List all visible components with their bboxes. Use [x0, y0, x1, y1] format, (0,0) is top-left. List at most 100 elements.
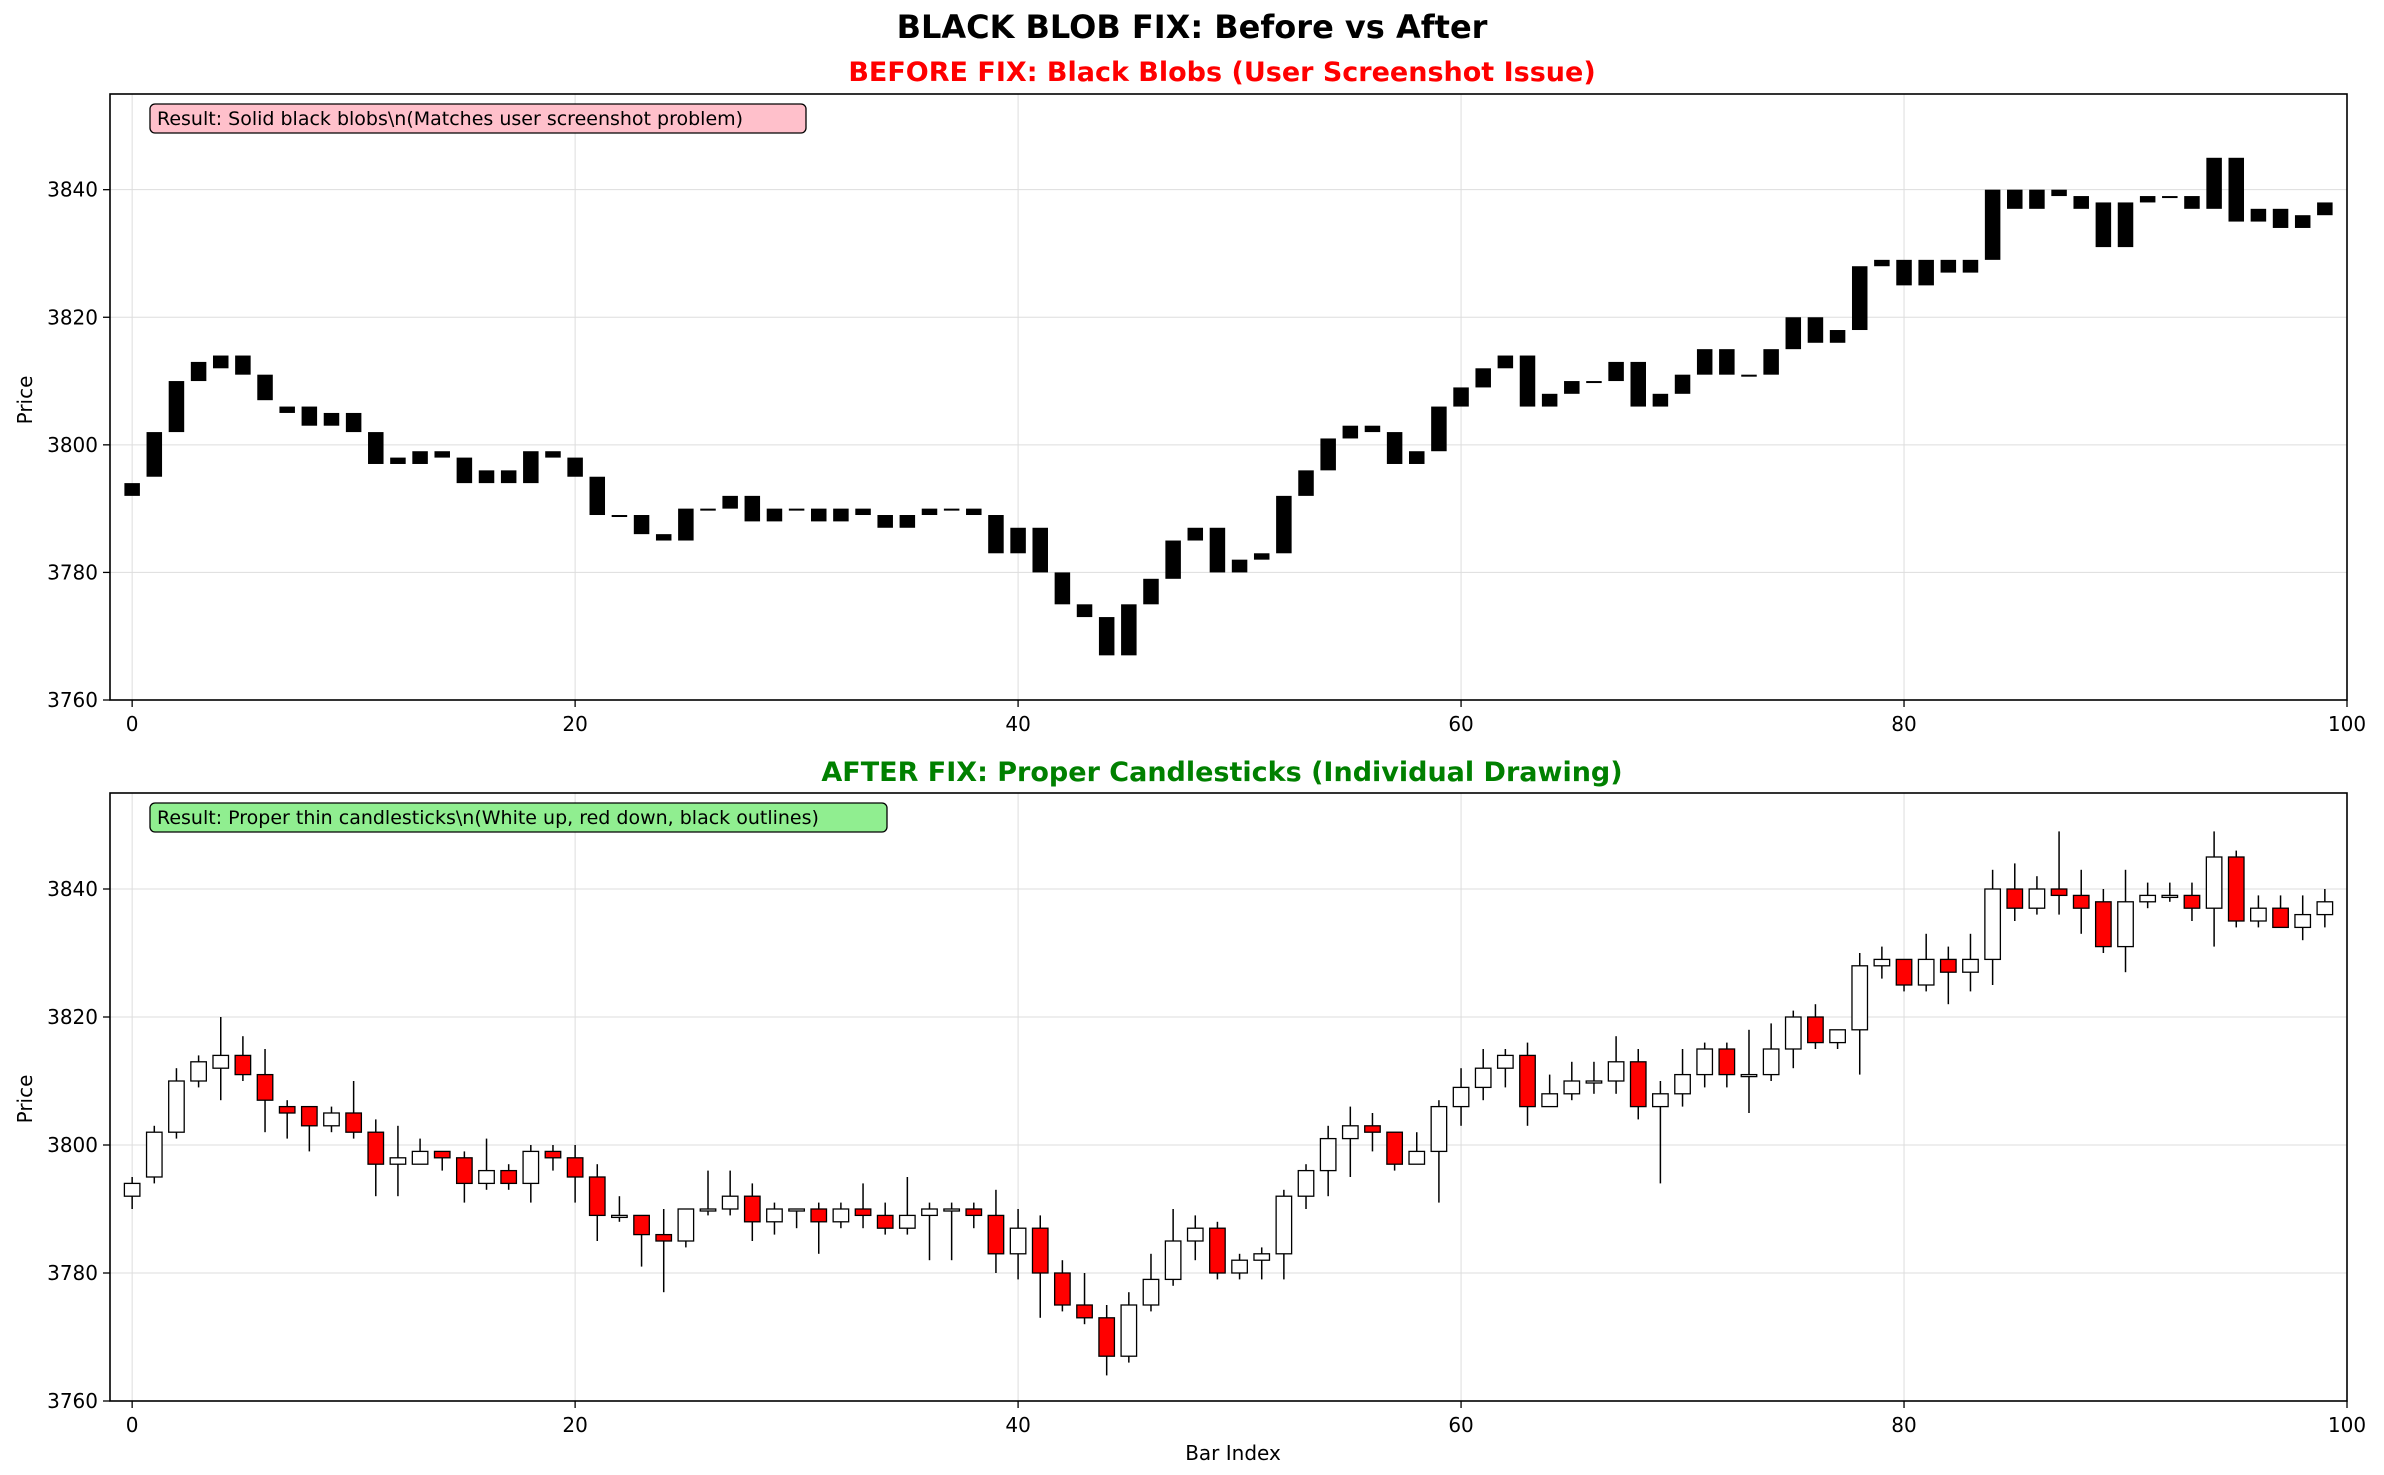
candle	[323, 1106, 340, 1133]
candle	[721, 1170, 739, 1216]
candle-body	[1319, 1137, 1337, 1172]
candle	[1696, 1042, 1714, 1088]
y-tick-label: 3840	[47, 877, 98, 901]
candle-body	[412, 451, 428, 464]
candle-body	[943, 508, 960, 511]
candle-body	[1874, 259, 1890, 267]
candle	[1408, 1132, 1426, 1165]
candle-body	[1696, 1048, 1714, 1076]
x-tick-label: 60	[1448, 712, 1473, 736]
x-tick-label: 20	[562, 1413, 587, 1437]
candle	[1851, 266, 1868, 331]
candle	[1674, 1049, 1691, 1107]
candle	[1851, 953, 1869, 1075]
candle	[744, 495, 761, 522]
candle	[500, 1164, 518, 1190]
candle-body	[1829, 330, 1846, 343]
candle-body	[390, 457, 406, 464]
candle	[2183, 882, 2201, 921]
candle-body	[2006, 888, 2024, 909]
candle-body	[721, 1195, 739, 1210]
candle-body	[389, 1157, 407, 1165]
candle	[2029, 189, 2045, 209]
candle-body	[1364, 1125, 1381, 1133]
candle-body	[1409, 451, 1425, 464]
candle	[1297, 1164, 1315, 1209]
candle	[1741, 374, 1757, 377]
candle	[1275, 1189, 1293, 1280]
candle-body	[1209, 1227, 1226, 1274]
candle	[1431, 406, 1447, 452]
candle	[1231, 1253, 1248, 1280]
candle	[2317, 202, 2333, 216]
candle	[567, 457, 583, 477]
candle-body	[1453, 387, 1469, 407]
candle-body	[1298, 470, 1314, 496]
candle-body	[1120, 1304, 1138, 1357]
candle-body	[500, 470, 517, 484]
candle-body	[168, 1080, 185, 1133]
candle-body	[146, 432, 163, 477]
candle	[2094, 889, 2112, 953]
candle	[2139, 882, 2157, 909]
candle-body	[2161, 894, 2179, 899]
candle	[146, 432, 163, 477]
candle	[257, 374, 273, 401]
candle	[1143, 578, 1159, 605]
candle-body	[788, 1208, 806, 1212]
candle	[1674, 374, 1691, 394]
candle	[1209, 527, 1226, 573]
candle	[2117, 869, 2134, 973]
candle-body	[1032, 527, 1048, 573]
candle-body	[699, 1208, 717, 1212]
candle	[1984, 869, 2002, 985]
candle	[2272, 208, 2289, 228]
candle-body	[1297, 1169, 1315, 1197]
candle	[743, 1183, 761, 1241]
candle	[1231, 559, 1248, 573]
candle	[124, 483, 140, 496]
candle-body	[1962, 958, 1979, 973]
candle	[433, 1150, 451, 1171]
candle-body	[2294, 215, 2311, 228]
candle-body	[523, 451, 539, 484]
candle	[2095, 202, 2112, 248]
candle	[1563, 1061, 1581, 1101]
before-fix-panel: BEFORE FIX: Black Blobs (User Screenshot…	[13, 57, 2366, 736]
candle-body	[455, 1157, 473, 1185]
candle	[1785, 317, 1802, 350]
candle-body	[1674, 374, 1691, 394]
candle-body	[235, 355, 251, 375]
candle	[766, 508, 783, 522]
candle-body	[1098, 1317, 1116, 1357]
candle-body	[2139, 894, 2157, 903]
candle	[1098, 617, 1115, 656]
candle-body	[1674, 1073, 1691, 1095]
after-fix-panel: AFTER FIX: Proper Candlesticks (Individu…	[13, 757, 2366, 1465]
candle-body	[877, 515, 893, 528]
candle-body	[1497, 355, 1514, 369]
candle	[1120, 1292, 1138, 1363]
candle-body	[966, 508, 982, 516]
candle-body	[1342, 425, 1359, 439]
candle-body	[2072, 894, 2090, 909]
candle	[1585, 1061, 1603, 1094]
candle-body	[1785, 317, 1802, 350]
candle-body	[833, 508, 849, 522]
candle	[368, 432, 384, 464]
candle-body	[168, 381, 185, 433]
candle-body	[257, 374, 273, 401]
after-annotation-box: Result: Proper thin candlesticks\n(White…	[149, 802, 888, 833]
x-tick-label: 80	[1891, 1413, 1916, 1437]
x-tick-label: 80	[1891, 712, 1916, 736]
candle-body	[323, 1112, 340, 1127]
candle-body	[722, 495, 738, 509]
candle-body	[411, 1150, 429, 1165]
candle-body	[987, 1214, 1005, 1255]
candle	[2139, 196, 2156, 203]
candle-body	[743, 1195, 761, 1223]
candle-body	[1896, 259, 1912, 286]
after-grid	[110, 793, 2348, 1402]
candle-body	[988, 515, 1004, 554]
y-tick-label: 3820	[47, 305, 98, 329]
